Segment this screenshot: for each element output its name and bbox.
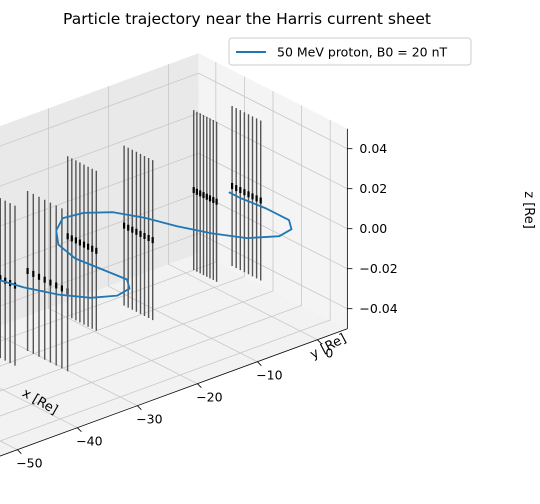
grid-line-x <box>0 105 303 417</box>
chart-title: Particle trajectory near the Harris curr… <box>63 10 431 28</box>
y-tick-mark <box>17 449 22 454</box>
grid-line-y <box>0 335 138 407</box>
y-axis-line <box>0 328 348 457</box>
grid-line-z <box>0 152 348 230</box>
axis-panes <box>0 53 348 457</box>
grid-line-x <box>0 62 217 342</box>
z-tick-label: −0.02 <box>359 261 397 276</box>
y-tick-label: −50 <box>16 456 42 471</box>
z-tick-label: 0.00 <box>359 221 387 236</box>
y-tick-label: 0 <box>325 346 333 361</box>
trajectory <box>0 191 293 299</box>
trajectory-line <box>0 191 293 299</box>
z-tick-label: 0.02 <box>359 181 387 196</box>
z-axis-label: z [Re] <box>521 191 536 229</box>
y-tick-mark <box>257 361 262 366</box>
y-tick-label: −10 <box>256 368 282 383</box>
legend: 50 MeV proton, B0 = 20 nT <box>228 37 472 66</box>
y-tick-label: −40 <box>76 434 102 449</box>
grid-line-y <box>48 108 198 385</box>
z-tick-label: 0.04 <box>359 141 387 156</box>
grid-line-z <box>0 72 348 150</box>
grid-line-z <box>0 232 348 310</box>
grid-line-x <box>0 120 331 442</box>
grid-line-y <box>0 388 78 429</box>
y-tick-label: −20 <box>196 390 222 405</box>
grid-line-z <box>0 112 348 190</box>
grid-line-z <box>0 192 348 270</box>
z-tick-label: −0.04 <box>359 301 397 316</box>
y-tick-label: −30 <box>136 412 162 427</box>
y-tick-mark <box>197 383 202 388</box>
grid-line-y <box>168 64 318 341</box>
legend-frame <box>228 37 472 66</box>
y-tick-mark <box>317 339 322 344</box>
axis-ticks: −10−50510−50−40−30−20−1000.040.020.00−0.… <box>16 141 398 471</box>
grid-line-x <box>0 91 274 392</box>
grid-lines <box>0 62 348 457</box>
y-tick-mark <box>77 427 82 432</box>
grid-line-y <box>108 86 258 363</box>
legend-label: 50 MeV proton, B0 = 20 nT <box>277 45 447 60</box>
y-tick-mark <box>137 405 142 410</box>
floor-pane <box>0 253 348 457</box>
